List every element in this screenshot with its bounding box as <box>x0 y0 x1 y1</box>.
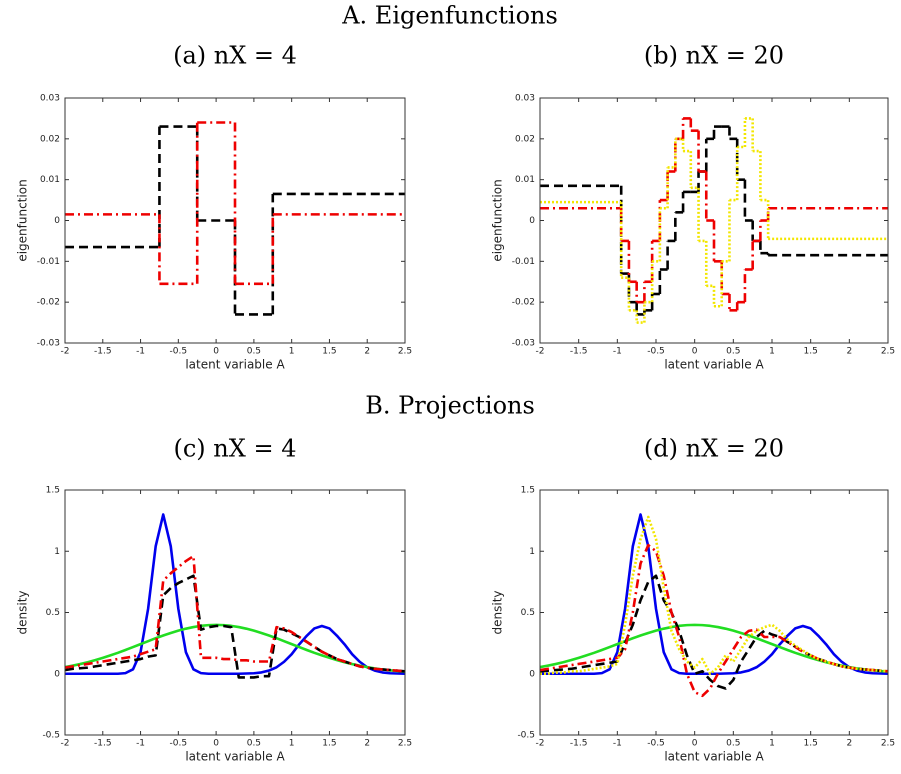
series-line <box>540 574 888 690</box>
panel-title: (c) nX = 4 <box>174 435 297 463</box>
y-tick-label: 1 <box>54 547 60 557</box>
x-tick-label: 1 <box>769 739 775 749</box>
series-line <box>540 515 888 676</box>
y-tick-label: 0.5 <box>46 608 60 618</box>
plot-area <box>540 513 888 698</box>
y-tick-label: -0.5 <box>42 731 60 741</box>
x-tick-label: 1.5 <box>804 347 818 357</box>
y-tick-label: -0.03 <box>512 339 535 349</box>
y-tick-label: -0.02 <box>512 298 535 308</box>
x-tick-label: 2.5 <box>881 347 895 357</box>
x-tick-label: -0.5 <box>647 739 665 749</box>
x-tick-label: -2 <box>61 739 70 749</box>
axes-box <box>539 489 889 736</box>
x-tick-label: 0 <box>213 347 219 357</box>
x-tick-label: 0 <box>213 739 219 749</box>
y-tick-label: 0 <box>529 669 535 679</box>
section-title: B. Projections <box>365 392 535 420</box>
x-axis-label: latent variable A <box>185 750 285 764</box>
y-tick-label: -0.01 <box>512 257 535 267</box>
x-axis-label: latent variable A <box>664 750 764 764</box>
x-tick-label: 2.5 <box>398 347 412 357</box>
panel-title: (a) nX = 4 <box>173 42 297 70</box>
x-tick-label: 0.5 <box>726 347 740 357</box>
y-axis-label: eigenfunction <box>491 179 505 261</box>
y-tick-label: 0.01 <box>515 175 535 185</box>
y-tick-label: -0.01 <box>37 257 60 267</box>
x-tick-label: 1.5 <box>322 739 336 749</box>
plot-area <box>65 513 405 679</box>
x-tick-label: -1.5 <box>94 347 112 357</box>
x-axis-label: latent variable A <box>185 358 285 372</box>
y-tick-label: -0.02 <box>37 298 60 308</box>
x-tick-label: -1 <box>613 739 622 749</box>
y-tick-label: 0.02 <box>515 134 535 144</box>
x-tick-label: -0.5 <box>170 347 188 357</box>
y-tick-label: 0.03 <box>40 94 60 104</box>
x-tick-label: 2 <box>846 347 852 357</box>
y-tick-label: 0.02 <box>40 134 60 144</box>
series-line <box>540 513 888 676</box>
x-tick-label: 2.5 <box>881 739 895 749</box>
x-tick-label: 0.5 <box>247 739 261 749</box>
x-tick-label: -1 <box>136 347 145 357</box>
y-tick-label: 0 <box>529 216 535 226</box>
panel-title: (d) nX = 20 <box>644 435 784 463</box>
x-tick-label: 1 <box>289 347 295 357</box>
y-tick-label: 1 <box>529 547 535 557</box>
x-tick-label: -1.5 <box>94 739 112 749</box>
x-tick-label: -2 <box>61 347 70 357</box>
plot-area <box>540 117 888 324</box>
section-title: A. Eigenfunctions <box>341 2 558 30</box>
x-tick-label: -1 <box>613 347 622 357</box>
x-tick-label: 0 <box>692 347 698 357</box>
x-tick-label: 1 <box>289 739 295 749</box>
x-tick-label: -0.5 <box>170 739 188 749</box>
x-tick-label: -1.5 <box>570 347 588 357</box>
y-axis-label: density <box>491 591 505 635</box>
x-tick-label: -2 <box>536 739 545 749</box>
plot-area <box>65 121 405 316</box>
x-tick-label: -1.5 <box>570 739 588 749</box>
axes-box <box>64 489 406 736</box>
y-tick-label: 1.5 <box>46 486 60 496</box>
x-tick-label: 1 <box>769 347 775 357</box>
x-tick-label: 2 <box>364 739 370 749</box>
y-tick-label: -0.5 <box>517 731 535 741</box>
y-tick-label: 0 <box>54 669 60 679</box>
axes-box <box>64 97 406 344</box>
y-tick-label: -0.03 <box>37 339 60 349</box>
series-line <box>65 574 405 679</box>
x-tick-label: -2 <box>536 347 545 357</box>
y-tick-label: 0.01 <box>40 175 60 185</box>
x-axis-label: latent variable A <box>664 358 764 372</box>
y-axis-label: density <box>16 591 30 635</box>
y-axis-label: eigenfunction <box>16 179 30 261</box>
y-tick-label: 0.5 <box>521 608 535 618</box>
y-tick-label: 1.5 <box>521 486 535 496</box>
x-tick-label: 1.5 <box>322 347 336 357</box>
x-tick-label: 2.5 <box>398 739 412 749</box>
x-tick-label: 2 <box>846 739 852 749</box>
x-tick-label: 0 <box>692 739 698 749</box>
x-tick-label: 0.5 <box>726 739 740 749</box>
x-tick-label: -1 <box>136 739 145 749</box>
series-line <box>65 554 405 673</box>
x-tick-label: 2 <box>364 347 370 357</box>
y-tick-label: 0 <box>54 216 60 226</box>
x-tick-label: 0.5 <box>247 347 261 357</box>
axes-box <box>539 97 889 344</box>
series-line <box>65 513 405 676</box>
panel-title: (b) nX = 20 <box>644 42 784 70</box>
x-tick-label: 1.5 <box>804 739 818 749</box>
y-tick-label: 0.03 <box>515 94 535 104</box>
x-tick-label: -0.5 <box>647 347 665 357</box>
